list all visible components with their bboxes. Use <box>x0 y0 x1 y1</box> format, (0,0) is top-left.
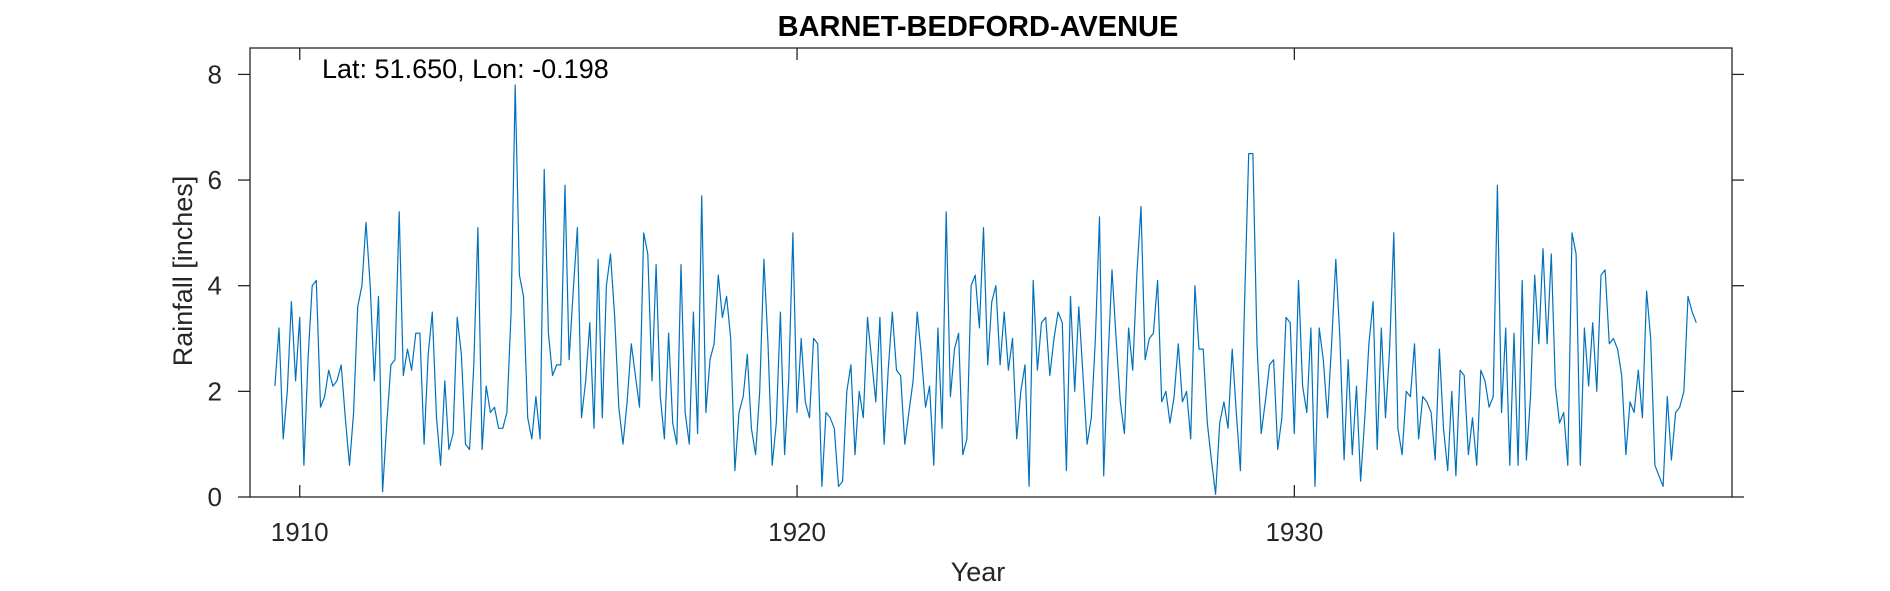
plot-box <box>249 47 1733 498</box>
x-axis-label: Year <box>951 557 1006 587</box>
y-tick-label: 2 <box>208 376 222 406</box>
location-annotation: Lat: 51.650, Lon: -0.198 <box>322 54 609 84</box>
x-tick-label: 1920 <box>768 517 826 547</box>
x-tick-label: 1930 <box>1265 517 1323 547</box>
chart-title: BARNET-BEDFORD-AVENUE <box>778 11 1179 43</box>
y-axis-label: Rainfall [inches] <box>168 176 198 367</box>
y-tick-label: 4 <box>208 271 222 301</box>
plot-frame <box>249 47 1733 498</box>
y-tick-label: 6 <box>208 165 222 195</box>
series-line <box>274 84 1697 495</box>
y-tick-label: 8 <box>208 59 222 89</box>
axis-ticks: 1910 1920 1930 0 2 4 6 8 <box>208 48 1744 547</box>
x-tick-label: 1910 <box>271 517 329 547</box>
y-tick-label: 0 <box>208 482 222 512</box>
series-layer <box>274 84 1697 495</box>
